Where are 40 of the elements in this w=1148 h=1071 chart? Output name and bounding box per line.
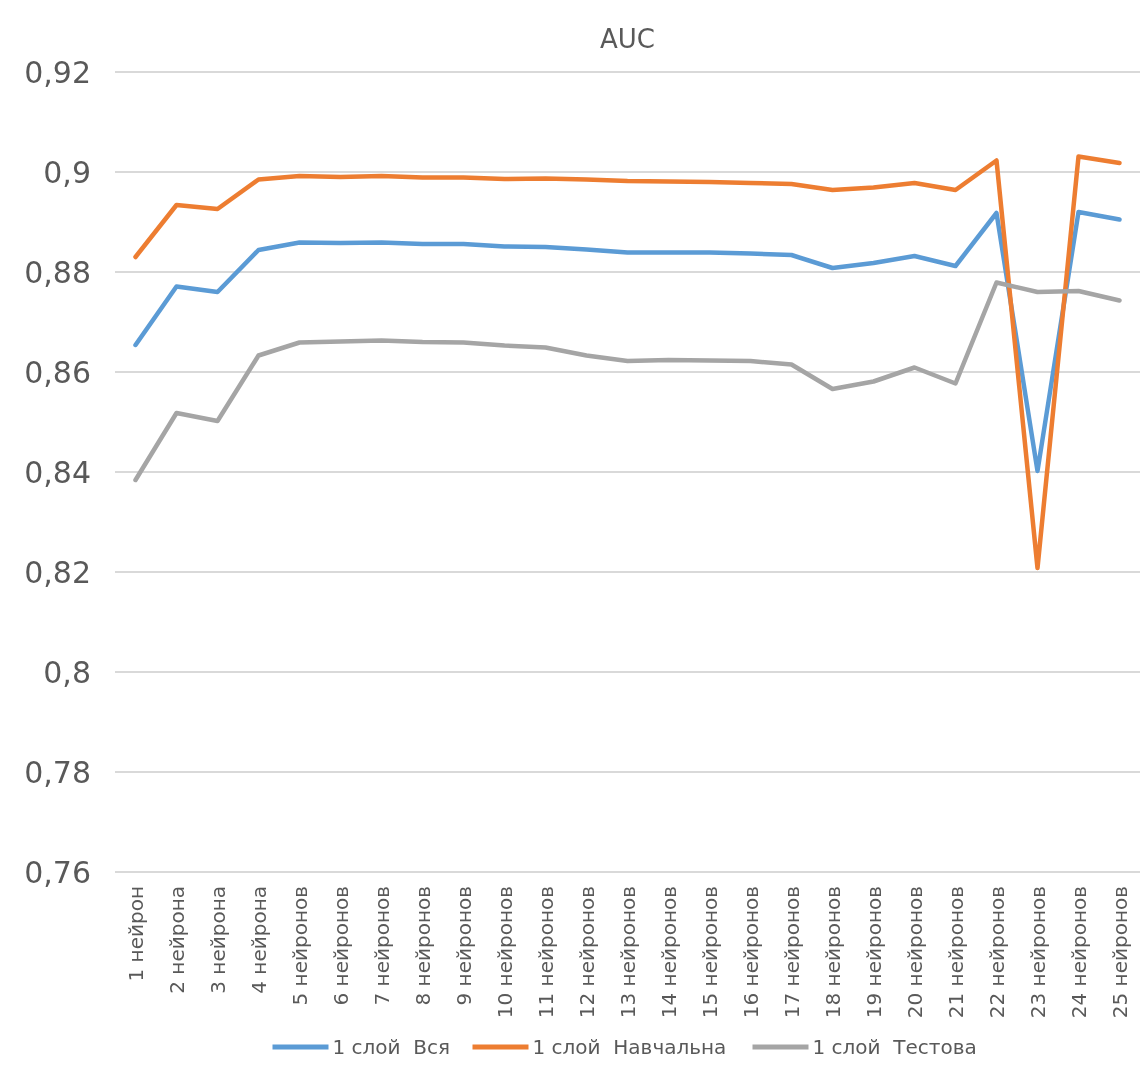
x-tick-label: 21 нейронов	[943, 886, 968, 1019]
x-tick-label: 16 нейронов	[738, 886, 763, 1019]
x-tick-label: 24 нейронов	[1066, 886, 1091, 1019]
x-tick-label: 7 нейронов	[369, 886, 394, 1006]
x-tick-label: 20 нейронов	[902, 886, 927, 1019]
line-series	[133, 154, 1122, 571]
x-tick-label: 3 нейрона	[205, 886, 230, 994]
x-tick-label: 10 нейронов	[492, 886, 517, 1019]
x-tick-label: 8 нейронов	[410, 886, 435, 1006]
x-tick-label: 18 нейронов	[820, 886, 845, 1019]
x-tick-label: 4 нейрона	[246, 886, 271, 994]
x-tick-label: 2 нейрона	[164, 886, 189, 994]
y-tick-label: 0,86	[24, 354, 91, 390]
x-tick-label: 14 нейронов	[656, 886, 681, 1019]
chart-title: AUC	[600, 24, 655, 54]
y-tick-label: 0,92	[24, 54, 91, 90]
x-tick-label: 17 нейронов	[779, 886, 804, 1019]
x-tick-label: 15 нейронов	[697, 886, 722, 1019]
y-tick-label: 0,82	[24, 554, 91, 590]
x-tick-label: 23 нейронов	[1025, 886, 1050, 1019]
x-tick-label: 1 нейрон	[123, 886, 148, 982]
x-tick-label: 19 нейронов	[861, 886, 886, 1019]
y-tick-label: 0,9	[43, 154, 91, 190]
y-tick-label: 0,76	[24, 854, 91, 890]
x-tick-label: 13 нейронов	[615, 886, 640, 1019]
x-tick-label: 22 нейронов	[984, 886, 1009, 1019]
y-tick-label: 0,84	[24, 454, 91, 490]
x-tick-label: 5 нейронов	[287, 886, 312, 1006]
x-tick-label: 25 нейронов	[1107, 886, 1132, 1019]
legend-label: 1 слой Навчальна	[532, 1035, 727, 1059]
y-tick-label: 0,78	[24, 754, 91, 790]
legend-label: 1 слой Тестова	[812, 1035, 977, 1059]
y-tick-label: 0,8	[43, 654, 91, 690]
x-tick-label: 12 нейронов	[574, 886, 599, 1019]
x-tick-label: 9 нейронов	[451, 886, 476, 1006]
legend-label: 1 слой Вся	[332, 1035, 451, 1059]
x-tick-label: 6 нейронов	[328, 886, 353, 1006]
x-tick-label: 11 нейронов	[533, 886, 558, 1019]
line-series	[133, 280, 1122, 483]
y-tick-label: 0,88	[24, 254, 91, 290]
